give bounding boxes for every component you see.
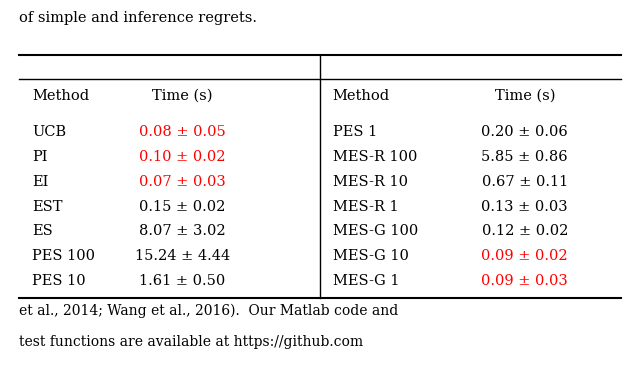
Text: ES: ES <box>32 224 52 238</box>
Text: MES-R 10: MES-R 10 <box>333 175 408 189</box>
Text: of simple and inference regrets.: of simple and inference regrets. <box>19 11 257 25</box>
Text: 0.13 ± 0.03: 0.13 ± 0.03 <box>481 199 568 213</box>
Text: et al., 2014; Wang et al., 2016).  Our Matlab code and: et al., 2014; Wang et al., 2016). Our Ma… <box>19 304 399 318</box>
Text: MES-R 1: MES-R 1 <box>333 199 399 213</box>
Text: 0.15 ± 0.02: 0.15 ± 0.02 <box>140 199 225 213</box>
Text: 0.12 ± 0.02: 0.12 ± 0.02 <box>482 224 568 238</box>
Text: Time (s): Time (s) <box>152 89 212 103</box>
Text: 0.09 ± 0.03: 0.09 ± 0.03 <box>481 274 568 288</box>
Text: test functions are available at https://github.com: test functions are available at https://… <box>19 335 364 349</box>
Text: 15.24 ± 4.44: 15.24 ± 4.44 <box>135 249 230 263</box>
Text: 0.10 ± 0.02: 0.10 ± 0.02 <box>139 150 226 164</box>
Text: 8.07 ± 3.02: 8.07 ± 3.02 <box>139 224 226 238</box>
Text: UCB: UCB <box>32 125 66 139</box>
Text: MES-G 10: MES-G 10 <box>333 249 409 263</box>
Text: 0.08 ± 0.05: 0.08 ± 0.05 <box>139 125 226 139</box>
Text: 0.67 ± 0.11: 0.67 ± 0.11 <box>482 175 568 189</box>
Text: Time (s): Time (s) <box>495 89 555 103</box>
Text: PES 10: PES 10 <box>32 274 86 288</box>
Text: PES 100: PES 100 <box>32 249 95 263</box>
Text: 0.20 ± 0.06: 0.20 ± 0.06 <box>481 125 568 139</box>
Text: PES 1: PES 1 <box>333 125 377 139</box>
Text: MES-R 100: MES-R 100 <box>333 150 417 164</box>
Text: EI: EI <box>32 175 49 189</box>
Text: MES-G 1: MES-G 1 <box>333 274 399 288</box>
Text: MES-G 100: MES-G 100 <box>333 224 418 238</box>
Text: 0.07 ± 0.03: 0.07 ± 0.03 <box>139 175 226 189</box>
Text: Method: Method <box>32 89 89 103</box>
Text: PI: PI <box>32 150 47 164</box>
Text: 1.61 ± 0.50: 1.61 ± 0.50 <box>140 274 225 288</box>
Text: 0.09 ± 0.02: 0.09 ± 0.02 <box>481 249 568 263</box>
Text: Method: Method <box>333 89 390 103</box>
Text: EST: EST <box>32 199 63 213</box>
Text: 5.85 ± 0.86: 5.85 ± 0.86 <box>481 150 568 164</box>
